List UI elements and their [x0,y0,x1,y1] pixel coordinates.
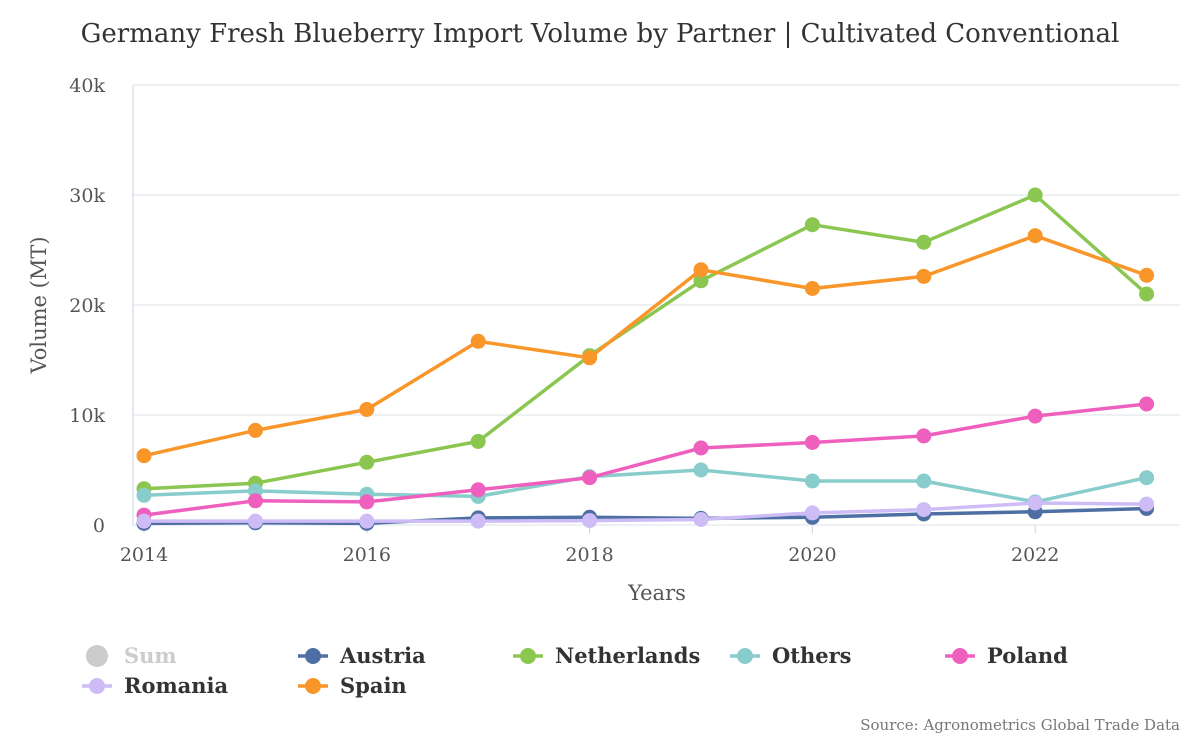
romania-point[interactable] [916,502,932,518]
y-axis-title: Volume (MT) [27,236,51,374]
legend-item-spain[interactable]: Spain [298,673,407,698]
legend-marker-symbol [737,648,753,664]
poland-point[interactable] [470,482,486,498]
spain-line [143,233,1148,458]
spain-point[interactable] [247,422,263,438]
source-note: Source: Agronometrics Global Trade Data [860,716,1180,734]
legend-label: Sum [124,643,177,668]
netherlands-point[interactable] [470,433,486,449]
romania-point[interactable] [136,513,152,529]
spain-point[interactable] [136,448,152,464]
x-tick-label: 2014 [120,544,168,566]
romania-point[interactable] [470,513,486,529]
others-point[interactable] [1139,470,1155,486]
legend-item-romania[interactable]: Romania [82,673,229,698]
y-tick-label: 40k [69,75,105,97]
legend-label: Poland [987,643,1068,668]
legend-marker-symbol [305,678,321,694]
series-netherlands[interactable] [136,187,1155,497]
series-poland[interactable] [136,396,1155,523]
spain-point[interactable] [1027,228,1043,244]
netherlands-point[interactable] [359,454,375,470]
poland-line [143,402,1147,517]
spain-point[interactable] [693,262,709,278]
legend: Sum Austria Netherlands Others Poland Romania… [82,643,1068,698]
x-tick-label: 2020 [788,544,836,566]
spain-point[interactable] [916,268,932,284]
netherlands-point[interactable] [804,217,820,233]
y-tick-label: 30k [69,185,105,207]
romania-point[interactable] [1027,495,1043,511]
chart-title: Germany Fresh Blueberry Import Volume by… [81,19,1120,49]
netherlands-point[interactable] [1027,187,1043,203]
legend-item-sum[interactable]: Sum [86,643,177,668]
romania-point[interactable] [693,512,709,527]
series-romania[interactable] [136,495,1155,529]
y-tick-label: 0 [93,515,105,537]
legend-marker-symbol [305,648,321,664]
y-tick-label: 20k [69,295,105,317]
poland-point[interactable] [1027,408,1043,424]
legend-marker-symbol [952,648,968,664]
romania-point[interactable] [804,505,820,521]
netherlands-line [143,193,1148,491]
romania-point[interactable] [1139,496,1155,512]
x-tick-label: 2022 [1011,544,1059,566]
romania-point[interactable] [582,513,598,529]
netherlands-point[interactable] [693,273,709,289]
legend-label: Romania [124,673,229,698]
x-axis-title: Years [627,581,686,605]
spain-point[interactable] [470,333,486,349]
poland-point[interactable] [359,494,375,510]
legend-label: Spain [340,673,407,698]
romania-point[interactable] [247,513,263,529]
series-layer [136,187,1155,531]
legend-label: Others [772,643,852,668]
others-point[interactable] [916,473,932,489]
others-point[interactable] [136,487,152,503]
legend-marker-symbol [89,678,105,694]
legend-label: Austria [339,643,426,668]
poland-point[interactable] [1139,396,1155,412]
spain-point[interactable] [359,402,375,417]
romania-point[interactable] [359,513,375,529]
netherlands-point[interactable] [916,234,932,250]
others-line [143,468,1147,504]
others-point[interactable] [804,473,820,489]
others-point[interactable] [693,462,709,478]
poland-point[interactable] [247,493,263,509]
legend-item-netherlands[interactable]: Netherlands [513,643,700,668]
legend-item-poland[interactable]: Poland [945,643,1068,668]
romania-line [144,501,1147,523]
legend-marker-symbol [86,645,108,667]
legend-label: Netherlands [555,643,700,668]
legend-item-others[interactable]: Others [730,643,852,668]
poland-point[interactable] [582,470,598,486]
y-tick-label: 10k [69,405,105,427]
legend-item-austria[interactable]: Austria [298,643,426,668]
series-spain[interactable] [136,228,1155,464]
poland-point[interactable] [693,440,709,456]
spain-point[interactable] [1139,267,1155,283]
spain-point[interactable] [582,350,598,366]
spain-point[interactable] [804,281,820,296]
austria-line [143,506,1147,526]
poland-point[interactable] [916,428,932,444]
x-tick-label: 2016 [343,544,391,566]
poland-point[interactable] [804,435,820,450]
axes: 0 10k 20k 30k 40k 2014 2016 2018 2020 2022 [69,75,1059,566]
legend-marker-symbol [520,648,536,664]
netherlands-point[interactable] [1139,286,1155,302]
x-tick-label: 2018 [565,544,613,566]
